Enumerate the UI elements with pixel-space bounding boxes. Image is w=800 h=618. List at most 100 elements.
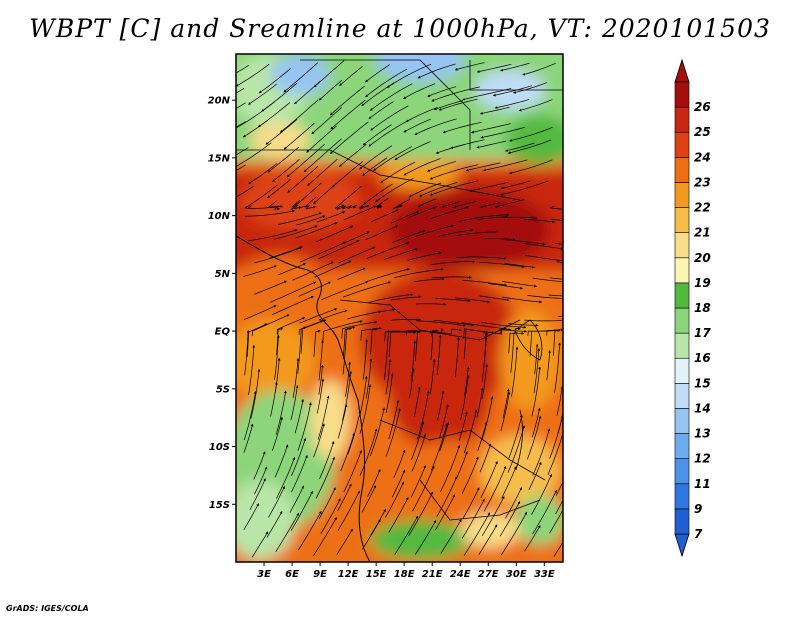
streamline — [394, 268, 444, 279]
streamline — [461, 456, 479, 494]
streamline — [367, 469, 381, 497]
colorbar-swatch — [674, 207, 690, 233]
streamline — [464, 366, 470, 397]
streamline — [501, 466, 517, 499]
streamline — [236, 164, 246, 171]
streamline — [518, 99, 553, 112]
colorbar: 7 9 11 12 13 14 15 16 17 18 19 20 21 22 23 24 25 26 — [674, 58, 711, 558]
streamline — [347, 410, 362, 455]
streamline — [370, 105, 409, 131]
streamline — [392, 198, 411, 210]
streamline — [481, 363, 488, 400]
streamline — [438, 404, 449, 439]
colorbar-level-label: 24 — [694, 150, 711, 164]
streamline — [415, 320, 466, 327]
colorbar-swatch — [674, 307, 690, 334]
streamline — [291, 199, 309, 210]
streamline — [341, 320, 378, 339]
colorbar-level-label: 13 — [694, 427, 711, 441]
streamline — [330, 99, 366, 130]
streamline — [556, 261, 563, 263]
streamline — [429, 358, 436, 395]
streamline — [342, 281, 392, 298]
lon-tick-label: 3E — [257, 569, 271, 580]
streamline — [290, 490, 313, 531]
streamline — [548, 294, 563, 297]
streamline — [437, 390, 445, 421]
streamline — [546, 349, 551, 381]
streamline — [523, 243, 563, 250]
lon-tick-label: 27E — [478, 569, 499, 580]
colorbar-swatch — [674, 332, 690, 359]
streamline — [300, 319, 327, 354]
streamline — [365, 308, 396, 315]
colorbar-level-label: 23 — [694, 175, 711, 189]
streamline — [299, 308, 338, 324]
streamline — [343, 205, 377, 221]
streamline — [414, 118, 457, 136]
streamline — [527, 415, 542, 460]
streamline — [363, 183, 393, 205]
streamline — [313, 180, 340, 205]
streamline — [275, 512, 300, 552]
streamline — [427, 161, 456, 172]
streamline — [359, 428, 378, 477]
streamline — [392, 229, 426, 243]
streamline — [391, 295, 422, 301]
streamline — [408, 491, 434, 536]
streamline — [409, 205, 438, 218]
streamline — [253, 451, 266, 480]
colorbar-swatch — [674, 458, 690, 485]
streamline — [403, 83, 436, 99]
streamline — [555, 499, 563, 515]
streamline — [484, 238, 516, 241]
streamline — [442, 121, 482, 134]
streamline — [417, 63, 456, 79]
streamline — [522, 62, 556, 76]
streamline — [291, 437, 307, 476]
streamline — [479, 106, 510, 115]
streamline — [430, 423, 448, 471]
streamline — [361, 82, 395, 107]
streamline — [435, 298, 471, 303]
streamline — [390, 318, 422, 322]
streamline — [340, 432, 355, 472]
streamline — [313, 517, 337, 557]
streamline — [509, 126, 553, 142]
streamline — [366, 241, 410, 259]
streamline — [362, 157, 388, 176]
streamline — [236, 142, 272, 169]
streamline — [524, 525, 541, 552]
streamline — [297, 402, 312, 451]
streamline — [551, 218, 563, 222]
streamlines — [236, 60, 563, 558]
streamline — [554, 342, 561, 393]
colorbar-swatch — [674, 106, 690, 133]
streamline — [318, 364, 324, 395]
streamline — [243, 503, 259, 531]
streamline — [338, 246, 376, 264]
streamline — [549, 415, 563, 459]
streamline — [435, 494, 456, 530]
streamline — [452, 201, 477, 209]
streamline — [405, 107, 438, 123]
streamline — [322, 320, 363, 342]
streamline — [524, 319, 563, 322]
streamline — [315, 225, 354, 243]
streamline — [505, 487, 522, 519]
streamline — [336, 528, 353, 555]
lat-tick-label: 10N — [208, 211, 231, 222]
streamline — [274, 444, 289, 478]
streamline — [236, 186, 254, 198]
streamline — [251, 531, 269, 558]
streamline — [499, 180, 549, 196]
streamline — [316, 211, 346, 223]
colorbar-swatch — [674, 257, 690, 284]
streamline — [298, 281, 332, 297]
streamline — [318, 487, 336, 519]
streamline — [269, 281, 317, 303]
streamline — [481, 336, 488, 382]
streamline — [283, 122, 315, 150]
lon-tick-label: 21E — [422, 569, 443, 580]
